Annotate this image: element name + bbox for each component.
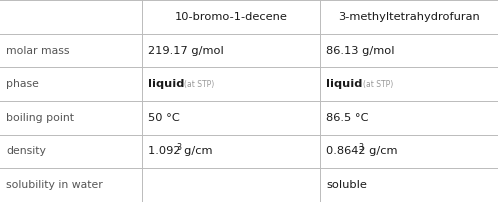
Text: 3-methyltetrahydrofuran: 3-methyltetrahydrofuran — [338, 12, 480, 22]
Text: liquid: liquid — [148, 79, 184, 89]
Text: molar mass: molar mass — [6, 45, 70, 56]
Text: 0.8642 g/cm: 0.8642 g/cm — [326, 146, 398, 157]
Text: (at STP): (at STP) — [184, 80, 215, 89]
Text: 219.17 g/mol: 219.17 g/mol — [148, 45, 224, 56]
Text: 10-bromo-1-decene: 10-bromo-1-decene — [175, 12, 287, 22]
Text: 86.13 g/mol: 86.13 g/mol — [326, 45, 395, 56]
Text: 1.092 g/cm: 1.092 g/cm — [148, 146, 213, 157]
Text: solubility in water: solubility in water — [6, 180, 103, 190]
Text: boiling point: boiling point — [6, 113, 74, 123]
Text: soluble: soluble — [326, 180, 367, 190]
Text: 50 °C: 50 °C — [148, 113, 180, 123]
Text: 3: 3 — [177, 143, 182, 152]
Text: phase: phase — [6, 79, 39, 89]
Text: density: density — [6, 146, 46, 157]
Text: 86.5 °C: 86.5 °C — [326, 113, 369, 123]
Text: (at STP): (at STP) — [363, 80, 393, 89]
Text: liquid: liquid — [326, 79, 363, 89]
Text: 3: 3 — [358, 143, 363, 152]
